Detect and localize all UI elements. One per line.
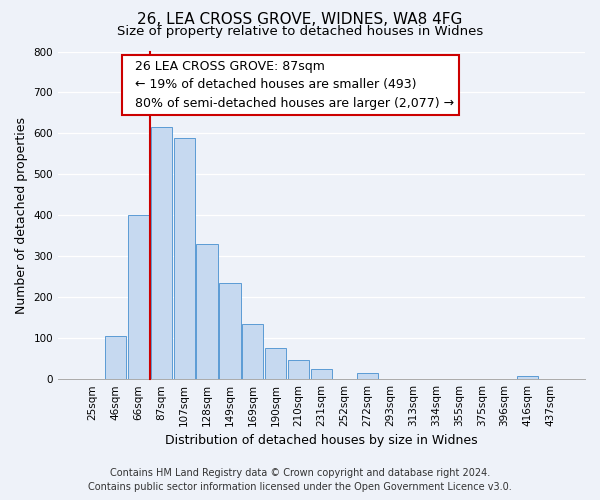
Text: Size of property relative to detached houses in Widnes: Size of property relative to detached ho… xyxy=(117,25,483,38)
X-axis label: Distribution of detached houses by size in Widnes: Distribution of detached houses by size … xyxy=(165,434,478,448)
Text: 26 LEA CROSS GROVE: 87sqm
  ← 19% of detached houses are smaller (493)
  80% of : 26 LEA CROSS GROVE: 87sqm ← 19% of detac… xyxy=(127,60,454,110)
Bar xyxy=(196,244,218,379)
Bar xyxy=(517,376,538,379)
Text: Contains HM Land Registry data © Crown copyright and database right 2024.
Contai: Contains HM Land Registry data © Crown c… xyxy=(88,468,512,492)
Bar xyxy=(128,216,149,379)
Bar xyxy=(173,138,195,379)
Bar xyxy=(242,324,263,379)
Bar xyxy=(220,283,241,379)
Bar xyxy=(311,369,332,379)
Bar xyxy=(105,336,126,379)
Bar xyxy=(288,360,309,379)
Text: 26, LEA CROSS GROVE, WIDNES, WA8 4FG: 26, LEA CROSS GROVE, WIDNES, WA8 4FG xyxy=(137,12,463,28)
Bar xyxy=(265,348,286,379)
Bar xyxy=(356,373,378,379)
Bar xyxy=(151,128,172,379)
Y-axis label: Number of detached properties: Number of detached properties xyxy=(15,117,28,314)
